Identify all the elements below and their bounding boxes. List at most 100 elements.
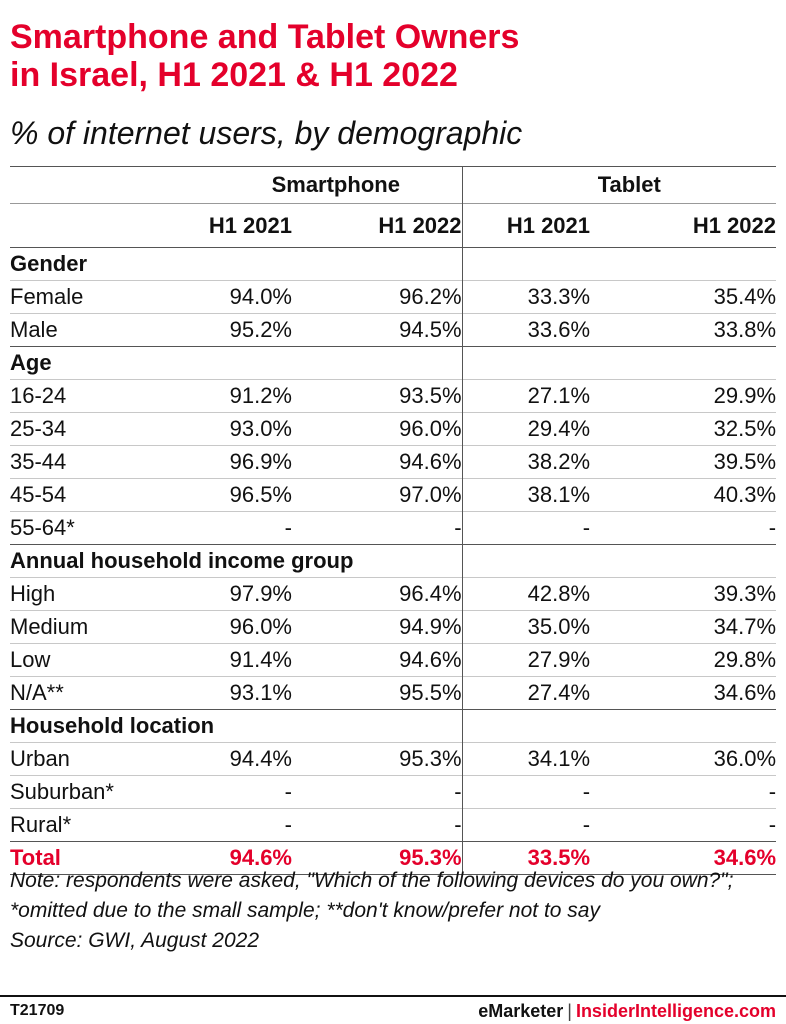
- table-row: High 97.9% 96.4% 42.8% 39.3%: [10, 577, 777, 611]
- table-row: Urban 94.4% 95.3% 34.1% 36.0%: [10, 742, 777, 776]
- value-cell: 27.1%: [461, 379, 591, 413]
- value-cell: 35.0%: [461, 610, 591, 644]
- value-cell: 94.6%: [292, 643, 463, 677]
- table-body: Gender Female 94.0% 96.2% 33.3% 35.4% Male 95.2…: [10, 247, 777, 875]
- chart-code: T21709: [10, 1002, 65, 1019]
- chart-title: Smartphone and Tablet Owners in Israel, …: [10, 18, 780, 94]
- value-cell: 42.8%: [461, 577, 591, 611]
- total-value-cell: 34.6%: [590, 841, 777, 875]
- section-header-row: Gender: [10, 247, 777, 281]
- value-cell: 96.0%: [190, 610, 292, 644]
- row-label: 35-44: [10, 445, 190, 479]
- value-cell: 97.0%: [292, 478, 463, 512]
- section-header-row: Household location: [10, 709, 777, 743]
- table-row: 35-44 96.9% 94.6% 38.2% 39.5%: [10, 445, 777, 479]
- value-cell: 35.4%: [590, 280, 777, 314]
- value-cell: -: [461, 808, 591, 842]
- total-value-cell: 33.5%: [461, 841, 591, 875]
- value-cell: 97.9%: [190, 577, 292, 611]
- table-row: Low 91.4% 94.6% 27.9% 29.8%: [10, 643, 777, 677]
- value-cell: -: [190, 775, 292, 809]
- value-cell: 29.9%: [590, 379, 777, 413]
- value-cell: 94.4%: [190, 742, 292, 776]
- value-cell: 96.9%: [190, 445, 292, 479]
- column-header: H1 2021: [190, 203, 292, 248]
- value-cell: 93.0%: [190, 412, 292, 446]
- empty-corner: [10, 203, 190, 248]
- total-value-cell: 95.3%: [292, 841, 463, 875]
- brand-footer: eMarketer | InsiderIntelligence.com: [478, 1000, 776, 1022]
- value-cell: 29.8%: [590, 643, 777, 677]
- value-cell: 40.3%: [590, 478, 777, 512]
- column-group-header-row: Smartphone Tablet: [10, 167, 777, 204]
- section-label: Gender: [10, 247, 463, 281]
- table-row: 45-54 96.5% 97.0% 38.1% 40.3%: [10, 478, 777, 512]
- group-header-smartphone: Smartphone: [271, 172, 400, 197]
- section-filler: [461, 247, 777, 281]
- column-header: H1 2021: [461, 203, 591, 248]
- row-label: Urban: [10, 742, 190, 776]
- row-label: High: [10, 577, 190, 611]
- value-cell: 32.5%: [590, 412, 777, 446]
- value-cell: 33.6%: [461, 313, 591, 347]
- value-cell: -: [190, 808, 292, 842]
- value-cell: 91.4%: [190, 643, 292, 677]
- section-label: Annual household income group: [10, 544, 463, 578]
- group-header-tablet: Tablet: [461, 167, 777, 204]
- value-cell: 38.2%: [461, 445, 591, 479]
- row-label: Rural*: [10, 808, 190, 842]
- value-cell: 34.6%: [590, 676, 777, 710]
- section-label: Household location: [10, 709, 463, 743]
- value-cell: 91.2%: [190, 379, 292, 413]
- table-row: Male 95.2% 94.5% 33.6% 33.8%: [10, 313, 777, 347]
- column-header: H1 2022: [292, 203, 463, 248]
- brand-separator: |: [567, 1001, 572, 1021]
- table-row: 55-64* - - - -: [10, 511, 777, 545]
- table-row: 25-34 93.0% 96.0% 29.4% 32.5%: [10, 412, 777, 446]
- row-label: Suburban*: [10, 775, 190, 809]
- row-label: Male: [10, 313, 190, 347]
- row-label: 55-64*: [10, 511, 190, 545]
- value-cell: 38.1%: [461, 478, 591, 512]
- brand-emarketer: eMarketer: [478, 1001, 564, 1021]
- table-row: Rural* - - - -: [10, 808, 777, 842]
- section-filler: [461, 709, 777, 743]
- value-cell: 34.1%: [461, 742, 591, 776]
- value-cell: -: [590, 808, 777, 842]
- value-cell: 39.5%: [590, 445, 777, 479]
- section-label: Age: [10, 346, 463, 380]
- value-cell: 93.1%: [190, 676, 292, 710]
- value-cell: 95.3%: [292, 742, 463, 776]
- row-label: 45-54: [10, 478, 190, 512]
- value-cell: 36.0%: [590, 742, 777, 776]
- data-table: Smartphone Tablet H1 2021 H1 2022 H1 202…: [10, 167, 777, 875]
- row-label: Female: [10, 280, 190, 314]
- footnote: Note: respondents were asked, "Which of …: [10, 866, 780, 956]
- brand-insider-intelligence: InsiderIntelligence.com: [575, 1001, 776, 1021]
- value-cell: -: [590, 511, 777, 545]
- value-cell: 39.3%: [590, 577, 777, 611]
- column-header-row: H1 2021 H1 2022 H1 2021 H1 2022: [10, 203, 777, 248]
- value-cell: 94.6%: [292, 445, 463, 479]
- table-row: Medium 96.0% 94.9% 35.0% 34.7%: [10, 610, 777, 644]
- section-filler: [461, 346, 777, 380]
- total-row: Total 94.6% 95.3% 33.5% 34.6%: [10, 841, 777, 875]
- value-cell: -: [292, 808, 463, 842]
- value-cell: 94.9%: [292, 610, 463, 644]
- value-cell: -: [190, 511, 292, 545]
- note-text: Note: respondents were asked, "Which of …: [10, 869, 734, 922]
- value-cell: 94.5%: [292, 313, 463, 347]
- value-cell: 95.2%: [190, 313, 292, 347]
- section-filler: [461, 544, 777, 578]
- value-cell: 27.4%: [461, 676, 591, 710]
- empty-corner: [10, 167, 190, 204]
- value-cell: 96.0%: [292, 412, 463, 446]
- value-cell: 33.8%: [590, 313, 777, 347]
- title-line-1: Smartphone and Tablet Owners: [10, 18, 520, 56]
- section-header-row: Annual household income group: [10, 544, 777, 578]
- value-cell: 34.7%: [590, 610, 777, 644]
- value-cell: -: [461, 511, 591, 545]
- row-label: 16-24: [10, 379, 190, 413]
- table-row: N/A** 93.1% 95.5% 27.4% 34.6%: [10, 676, 777, 710]
- row-label: N/A**: [10, 676, 190, 710]
